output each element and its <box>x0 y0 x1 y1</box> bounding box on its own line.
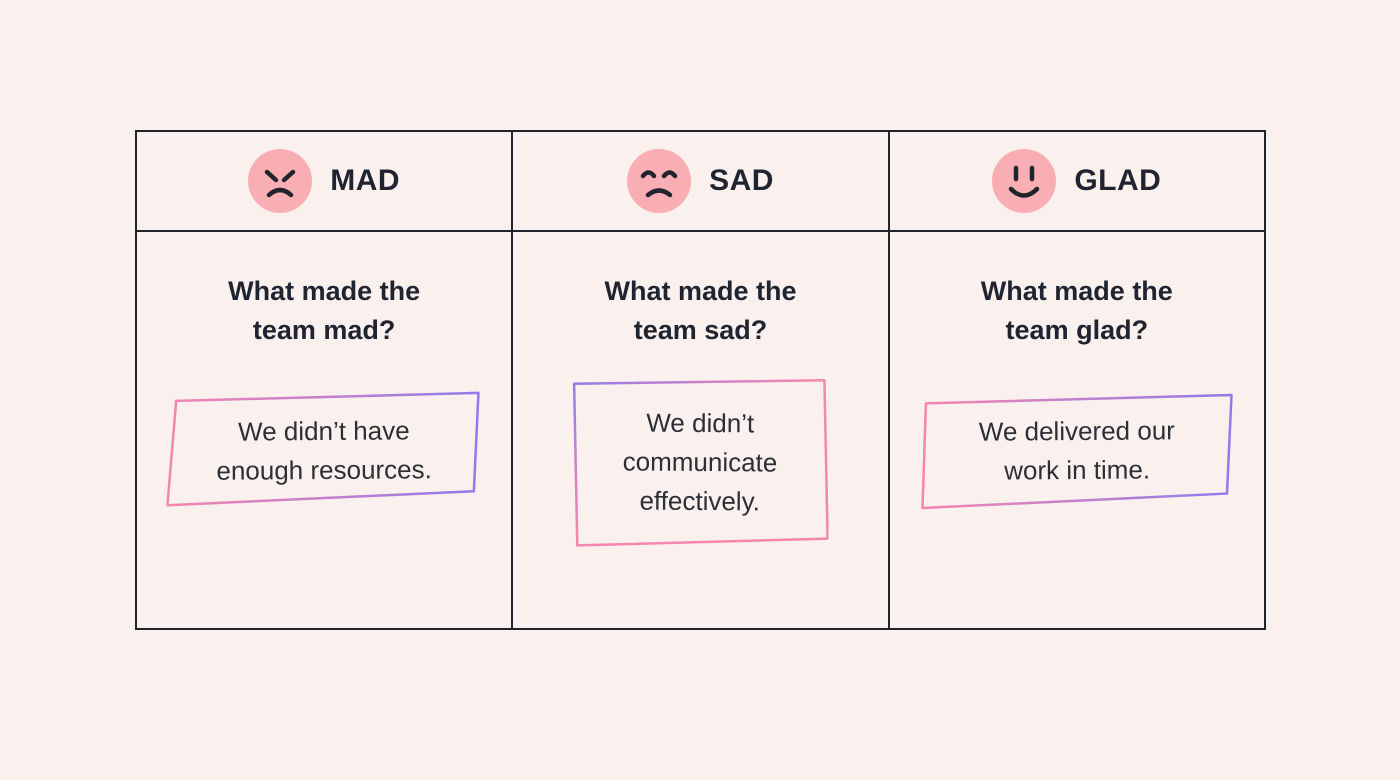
angry-face-icon <box>248 149 313 213</box>
column-body-sad: What made the team sad? We didn’t commun… <box>513 232 887 628</box>
column-header-sad: SAD <box>513 132 888 232</box>
column-label: MAD <box>330 164 401 197</box>
column-question: What made the team glad? <box>980 276 1173 346</box>
column-question: What made the team mad? <box>228 276 421 346</box>
sticky-note[interactable]: We didn’t have enough resources. <box>166 391 483 511</box>
column-header-mad: MAD <box>137 132 512 232</box>
note-text: We didn’t communicate effectively. <box>623 407 778 517</box>
column-glad: GLAD What made the team glad? We deliver… <box>887 132 1264 628</box>
column-label: SAD <box>709 164 774 197</box>
sad-face-icon <box>627 149 692 213</box>
column-question: What made the team sad? <box>604 276 797 346</box>
sticky-note[interactable]: We didn’t communicate effectively. <box>571 375 830 549</box>
column-label: GLAD <box>1074 164 1162 197</box>
column-mad: MAD What made the team mad? We didn’t ha… <box>137 132 512 628</box>
retro-board: MAD What made the team mad? We didn’t ha… <box>135 130 1266 630</box>
note-text: We didn’t have enough resources. <box>216 415 433 487</box>
note-text: We delivered our work in time. <box>978 415 1175 486</box>
column-header-glad: GLAD <box>889 132 1264 232</box>
sticky-note[interactable]: We delivered our work in time. <box>919 391 1234 511</box>
column-body-glad: What made the team glad? We delivered ou… <box>890 232 1264 628</box>
column-body-mad: What made the team mad? We didn’t have e… <box>137 232 511 628</box>
happy-face-icon <box>992 149 1057 213</box>
column-sad: SAD What made the team sad? We didn’t co… <box>511 132 888 628</box>
